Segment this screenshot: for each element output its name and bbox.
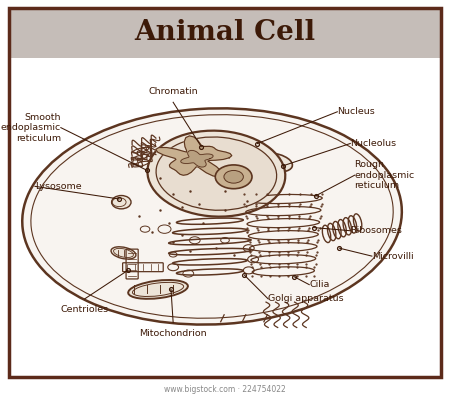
Polygon shape [181, 150, 213, 167]
Text: Nucleus: Nucleus [338, 107, 375, 116]
Ellipse shape [224, 170, 243, 183]
Text: Microvilli: Microvilli [372, 252, 414, 261]
Text: Mitochondrion: Mitochondrion [140, 329, 207, 338]
Text: Chromatin: Chromatin [148, 87, 198, 96]
Polygon shape [156, 136, 232, 177]
Text: Centrioles: Centrioles [61, 305, 108, 314]
Ellipse shape [112, 196, 131, 209]
Ellipse shape [111, 247, 136, 259]
Text: Ribosomes: Ribosomes [350, 226, 402, 235]
Text: Lysosome: Lysosome [35, 182, 81, 191]
Ellipse shape [128, 280, 188, 299]
Text: Golgi apparatus: Golgi apparatus [268, 294, 344, 303]
Text: Rough
endoplasmic
reticulum: Rough endoplasmic reticulum [355, 160, 415, 190]
Ellipse shape [22, 109, 402, 324]
Text: Cilia: Cilia [309, 280, 329, 289]
Ellipse shape [148, 130, 285, 217]
Ellipse shape [156, 137, 277, 210]
Ellipse shape [215, 165, 252, 189]
Text: Smooth
endoplasmic
reticulum: Smooth endoplasmic reticulum [0, 113, 61, 142]
Text: Animal Cell: Animal Cell [135, 19, 315, 46]
Text: Nucleolus: Nucleolus [350, 139, 396, 148]
Text: www.bigstock.com · 224754022: www.bigstock.com · 224754022 [164, 385, 286, 393]
Bar [9, 8, 441, 58]
Ellipse shape [257, 153, 292, 172]
Bar [9, 57, 441, 377]
